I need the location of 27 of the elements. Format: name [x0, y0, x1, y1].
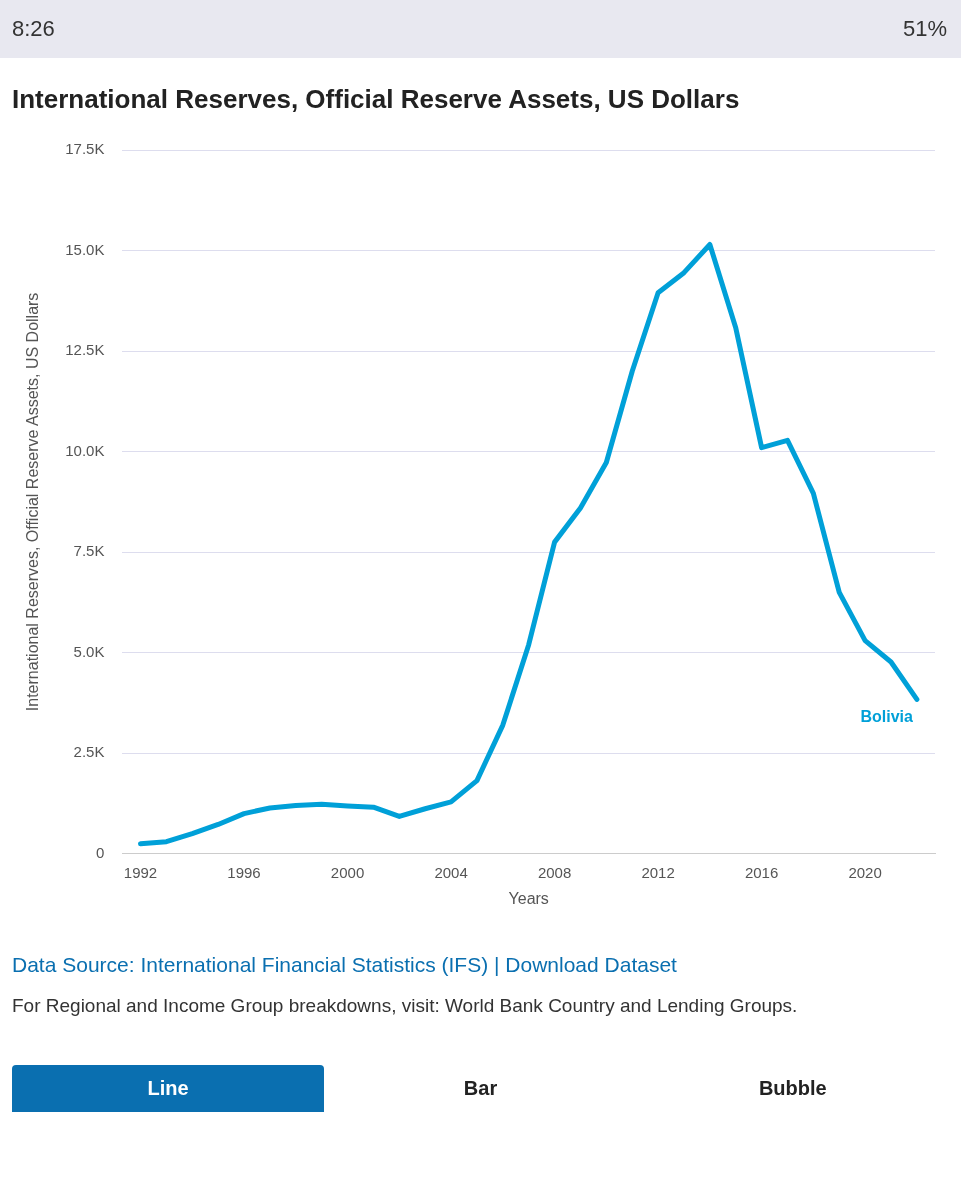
y-tick-label: 0 [96, 843, 105, 861]
text: Line [12, 1065, 325, 1112]
text: For Regional and Income Group breakdowns, visit: World Bank Country and Lending Groups. [12, 995, 799, 1017]
x-tick-label: 2020 [848, 863, 882, 881]
x-tick-label: 2016 [744, 863, 779, 881]
series-label: Bolivia [860, 707, 913, 725]
y-tick-label: 10.0K [65, 441, 105, 459]
x-tick-label: 2008 [537, 863, 572, 881]
y-tick-label: 15.0K [65, 240, 105, 258]
source-note: Data Source: International Financial Statistics (IFS) | Download Dataset [12, 953, 678, 977]
x-tick-label: 2012 [641, 863, 675, 881]
y-tick-label: 7.5K [73, 542, 105, 560]
x-tick-label: 2000 [330, 863, 365, 881]
x-tick-label: 1992 [123, 863, 158, 881]
y-tick-label: 12.5K [65, 341, 105, 359]
y-tick-label: 2.5K [73, 743, 105, 761]
y-tick-label: 5.0K [73, 642, 105, 660]
y-axis-title: International Reserves, Official Reserve Assets, US Dollars [24, 292, 42, 712]
text: 51% [902, 16, 947, 42]
text: Bar [462, 1076, 499, 1101]
chart-title: International Reserves, Official Reserve Assets, US Dollars [12, 84, 741, 115]
text: 8:26 [12, 16, 55, 42]
x-axis-title: Years [508, 889, 549, 907]
text: Bubble [757, 1076, 828, 1101]
y-tick-label: 17.5K [65, 140, 105, 158]
x-tick-label: 2004 [434, 863, 468, 881]
x-tick-label: 1996 [227, 863, 261, 881]
